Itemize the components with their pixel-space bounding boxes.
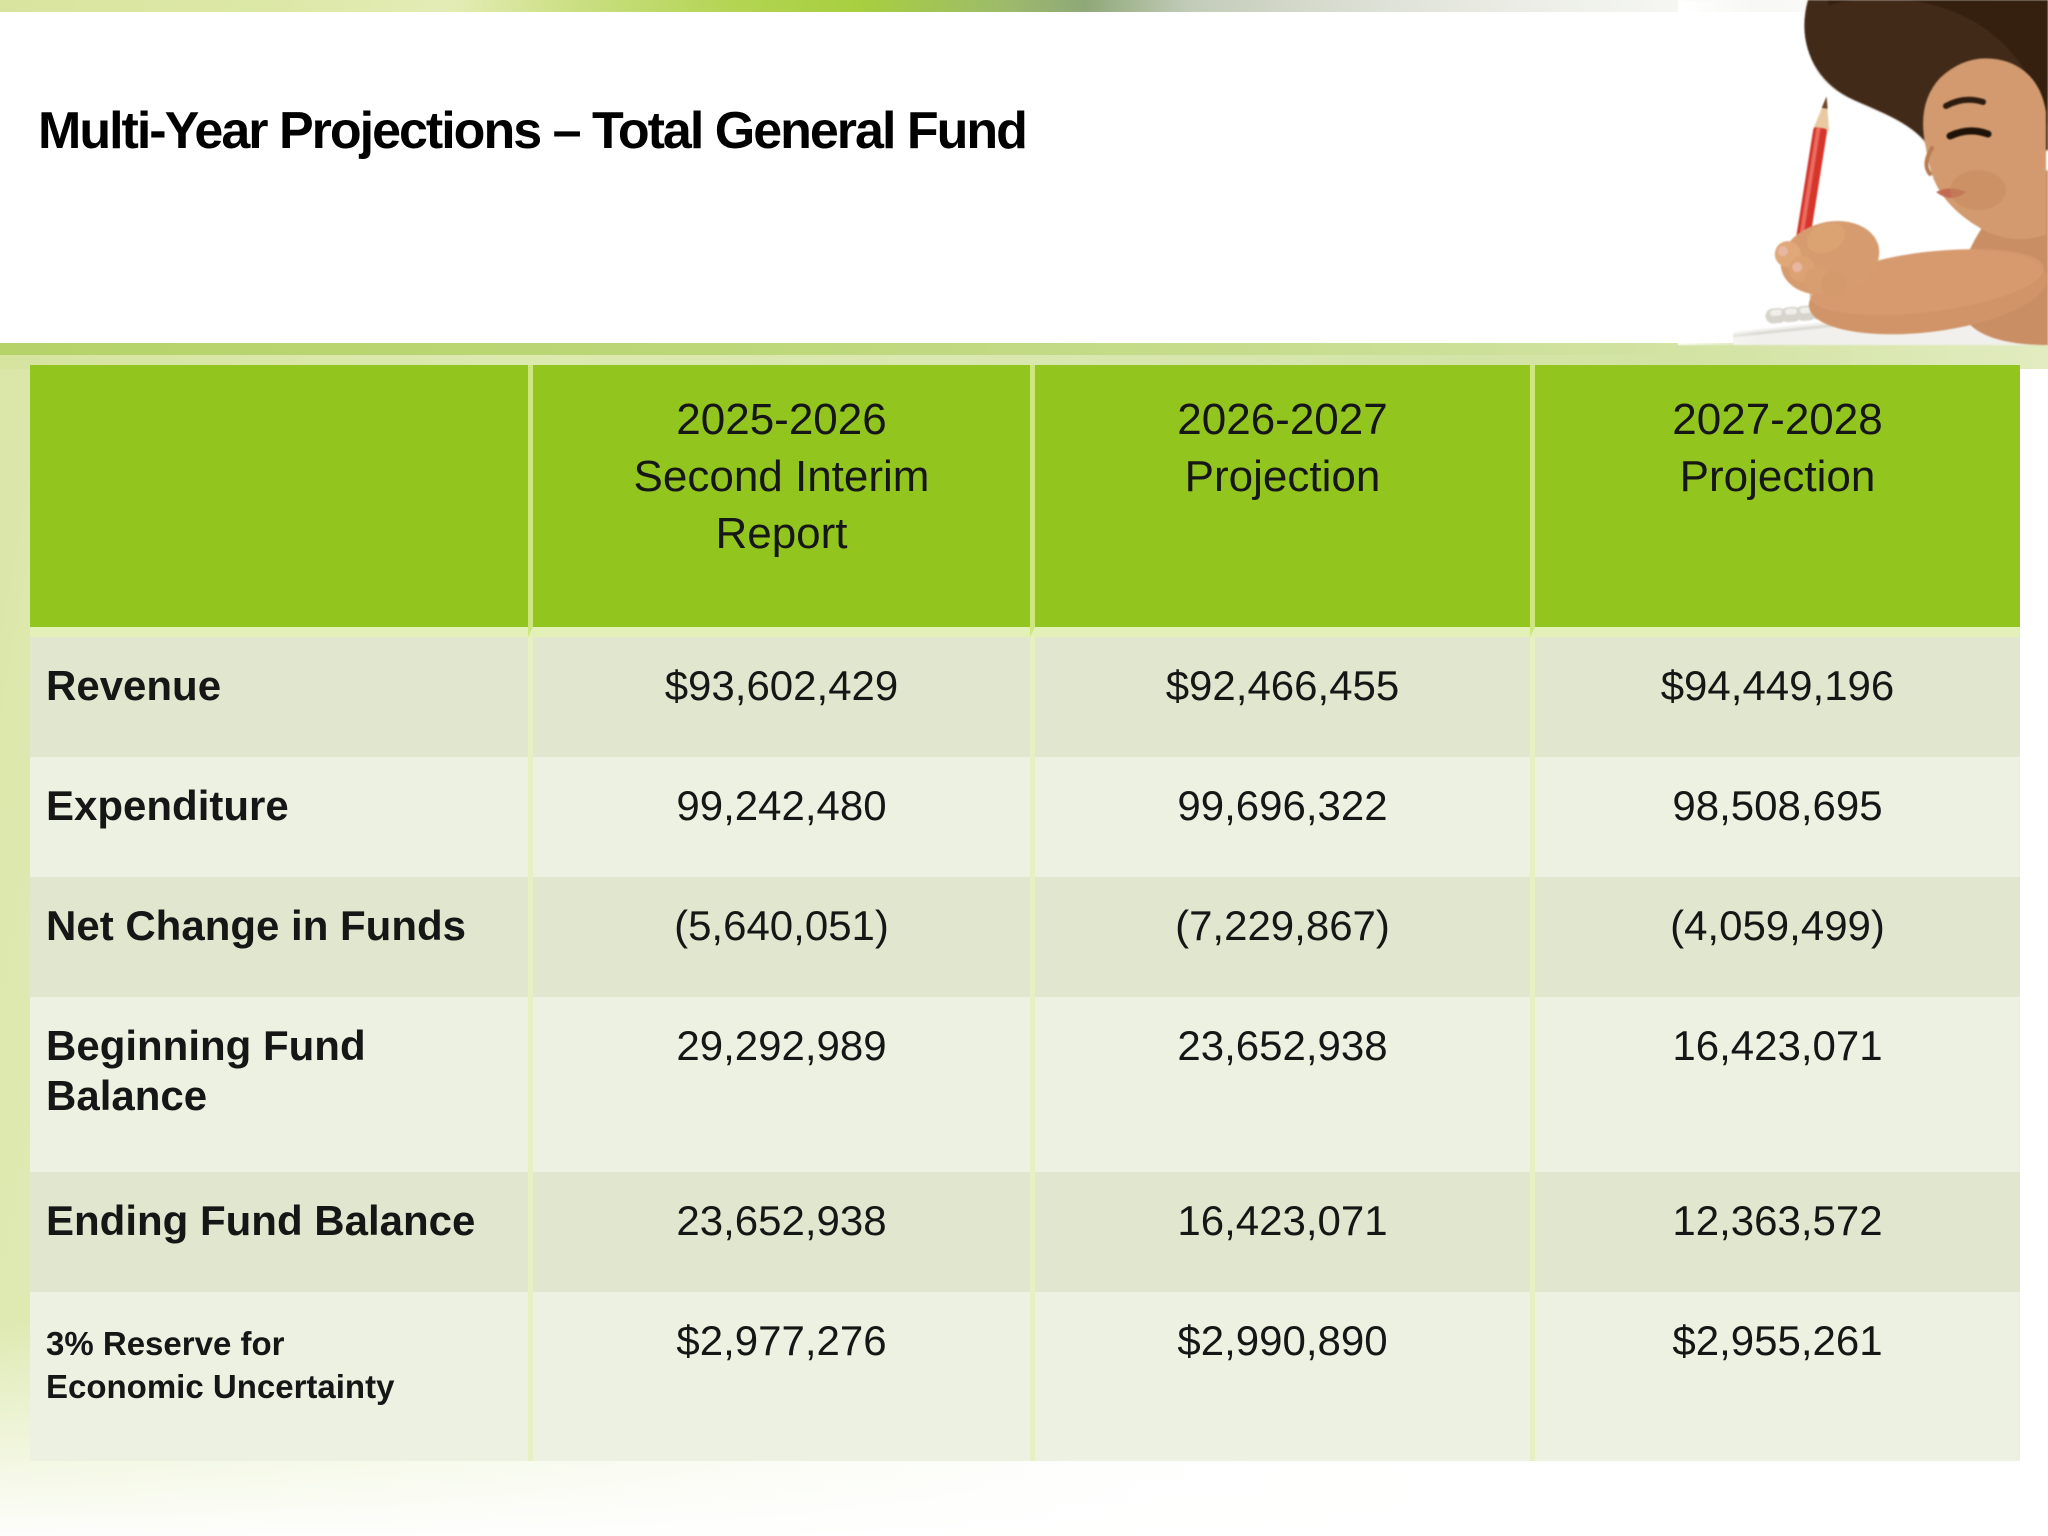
header-cell-2027-2028: 2027-2028 Projection <box>1530 365 2020 637</box>
table-row-net-change: Net Change in Funds (5,640,051) (7,229,8… <box>30 877 2020 997</box>
value-cell: 99,696,322 <box>1030 757 1530 877</box>
header-line: Second Interim <box>633 452 930 501</box>
table-row-expenditure: Expenditure 99,242,480 99,696,322 98,508… <box>30 757 2020 877</box>
value-cell: 98,508,695 <box>1530 757 2020 877</box>
header-line: 2026-2027 <box>1177 395 1388 444</box>
row-label: Revenue <box>30 637 528 757</box>
header-line: Report <box>715 509 848 558</box>
header-cell-2026-2027: 2026-2027 Projection <box>1030 365 1530 637</box>
value-cell: $2,955,261 <box>1530 1292 2020 1461</box>
row-label: Beginning Fund Balance <box>30 997 528 1172</box>
value-cell: $93,602,429 <box>528 637 1030 757</box>
value-cell: 16,423,071 <box>1530 997 2020 1172</box>
header-line: Projection <box>1184 452 1381 501</box>
row-label: Expenditure <box>30 757 528 877</box>
header-cell-2025-2026: 2025-2026 Second Interim Report <box>528 365 1030 637</box>
top-decor-strip <box>0 0 2048 12</box>
table-row-reserve: 3% Reserve for Economic Uncertainty $2,9… <box>30 1292 2020 1461</box>
value-cell: $94,449,196 <box>1530 637 2020 757</box>
header-line: Projection <box>1679 452 1876 501</box>
value-cell: 12,363,572 <box>1530 1172 2020 1292</box>
value-cell: (4,059,499) <box>1530 877 2020 997</box>
row-label: Net Change in Funds <box>30 877 528 997</box>
value-cell: 23,652,938 <box>528 1172 1030 1292</box>
value-cell: $92,466,455 <box>1030 637 1530 757</box>
header-row: 2025-2026 Second Interim Report 2026-202… <box>30 365 2020 637</box>
value-cell: $2,977,276 <box>528 1292 1030 1461</box>
value-cell: 16,423,071 <box>1030 1172 1530 1292</box>
child-writing-photo <box>1678 0 2048 345</box>
header-line: 2025-2026 <box>676 395 887 444</box>
table-row-beginning-balance: Beginning Fund Balance 29,292,989 23,652… <box>30 997 2020 1172</box>
page-title: Multi-Year Projections – Total General F… <box>38 102 1028 160</box>
value-cell: 99,242,480 <box>528 757 1030 877</box>
row-label: Ending Fund Balance <box>30 1172 528 1292</box>
value-cell: 29,292,989 <box>528 997 1030 1172</box>
header-cell-empty <box>30 365 528 637</box>
value-cell: (5,640,051) <box>528 877 1030 997</box>
table-row-revenue: Revenue $93,602,429 $92,466,455 $94,449,… <box>30 637 2020 757</box>
row-label: 3% Reserve for Economic Uncertainty <box>30 1292 528 1461</box>
table-row-ending-balance: Ending Fund Balance 23,652,938 16,423,07… <box>30 1172 2020 1292</box>
value-cell: (7,229,867) <box>1030 877 1530 997</box>
projections-table: 2025-2026 Second Interim Report 2026-202… <box>30 365 2020 1461</box>
value-cell: 23,652,938 <box>1030 997 1530 1172</box>
header-line: 2027-2028 <box>1672 395 1883 444</box>
value-cell: $2,990,890 <box>1030 1292 1530 1461</box>
